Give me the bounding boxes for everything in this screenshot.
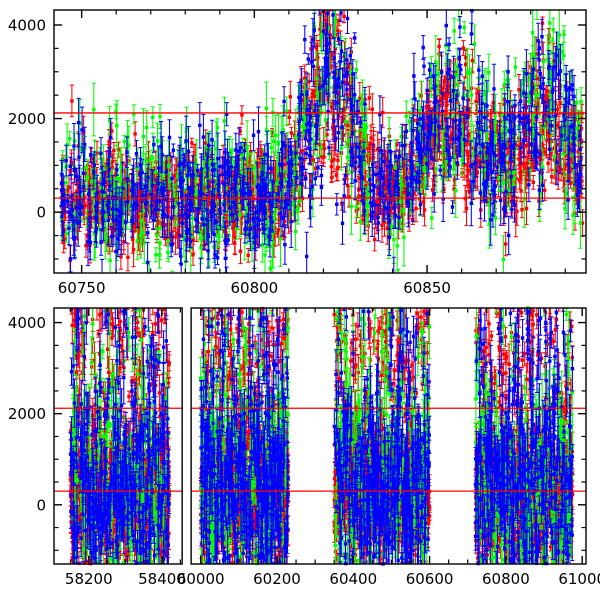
series-blue-band [59, 9, 583, 274]
top-panel-xtick-label: 60800 [231, 279, 279, 297]
bottom-panel-y-labels: 0 2000 4000 [8, 314, 46, 514]
top-panel-ytick-label: 4000 [8, 16, 46, 34]
top-panel-xtick-label: 60850 [403, 279, 451, 297]
bottom-panel-y-axis-segment-late [578, 321, 586, 551]
top-panel-ytick-label: 0 [36, 204, 46, 222]
bottom-panel-data-layer [68, 306, 575, 566]
top-panel-xtick-label: 60750 [58, 279, 106, 297]
bottom-panel-ytick-label: 2000 [8, 405, 46, 423]
bottom-panel-xtick-label: 60600 [406, 570, 454, 588]
top-panel: 60750 60800 60850 0 2000 4000 [8, 9, 587, 297]
bottom-panel-xtick-label: 60000 [177, 570, 225, 588]
bottom-panel-ytick-label: 0 [36, 496, 46, 514]
top-panel-canvas: 60750 60800 60850 0 2000 4000 [8, 9, 587, 297]
top-panel-y-axis: 0 2000 4000 [8, 16, 586, 260]
bottom-panel: 58200 58400 60000 60200 60400 60600 60800 6100 0… [0, 300, 600, 600]
top-panel-x-axis: 60750 60800 60850 [58, 10, 566, 297]
top-panel-ytick-label: 2000 [8, 110, 46, 128]
bottom-panel-ytick-label: 4000 [8, 314, 46, 332]
top-panel-data-layer [59, 9, 585, 274]
bottom-panel-xtick-label: 58200 [65, 570, 113, 588]
bottom-panel-xtick-label: 60800 [482, 570, 530, 588]
bottom-panel-xtick-label: 60400 [329, 570, 377, 588]
bottom-panel-y-axis-segment-early [54, 321, 62, 551]
bottom-panel-xtick-label: 58400 [138, 570, 186, 588]
series-blue-band [68, 307, 575, 566]
bottom-panel-xtick-label: 60200 [253, 570, 301, 588]
bottom-panel-x-axis-segment-early: 58200 58400 [65, 308, 186, 588]
